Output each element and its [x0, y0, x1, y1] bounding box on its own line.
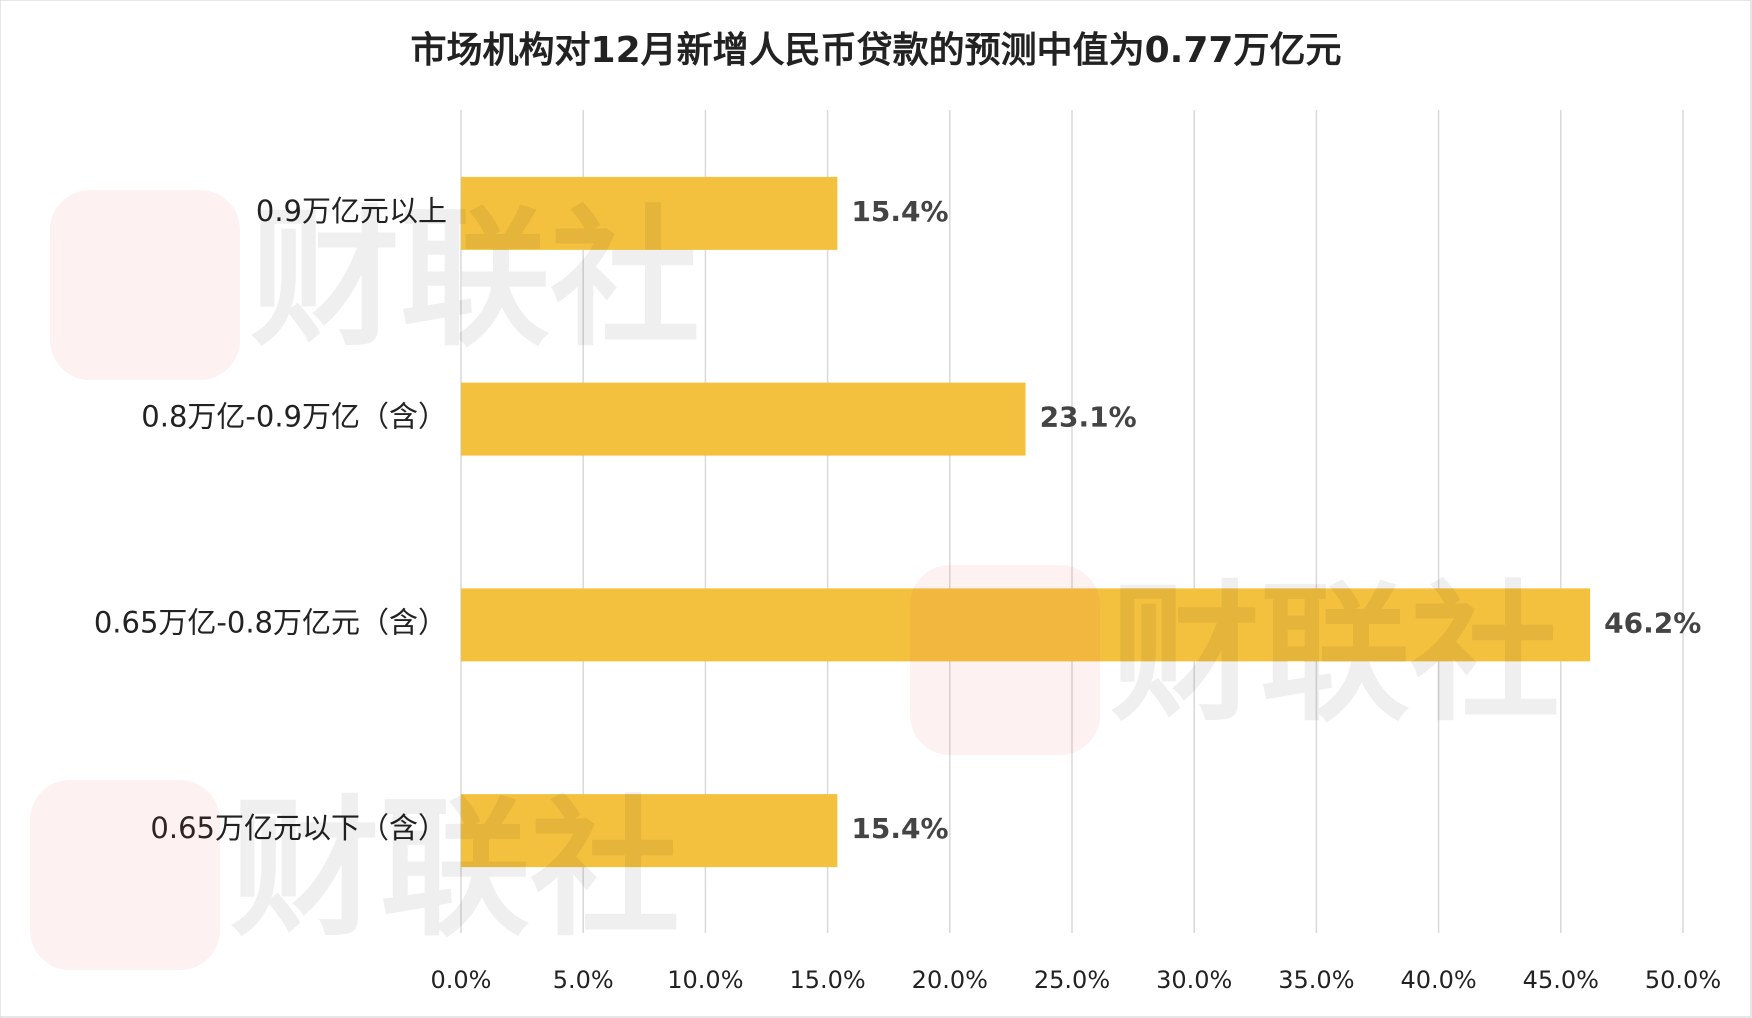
watermark: 财联社	[250, 193, 700, 367]
watermark: 财联社	[230, 783, 680, 957]
x-tick-label: 35.0%	[1278, 966, 1354, 994]
value-label: 46.2%	[1604, 606, 1701, 639]
y-tick-label: 0.8万亿-0.9万亿（含）	[141, 400, 447, 434]
x-tick-label: 5.0%	[553, 966, 614, 994]
value-label: 15.4%	[851, 812, 948, 845]
x-tick-label: 45.0%	[1523, 966, 1599, 994]
x-tick-label: 25.0%	[1034, 966, 1110, 994]
watermark: 财联社	[1110, 568, 1560, 742]
bar	[461, 382, 1026, 456]
value-label: 15.4%	[851, 195, 948, 228]
y-tick-label: 0.65万亿-0.8万亿元（含）	[94, 605, 447, 639]
x-tick-label: 10.0%	[667, 966, 743, 994]
y-tick-label: 0.65万亿元以下（含）	[150, 811, 447, 845]
chart-title: 市场机构对12月新增人民币贷款的预测中值为0.77万亿元	[411, 30, 1342, 71]
bar	[461, 588, 1591, 662]
x-tick-label: 15.0%	[789, 966, 865, 994]
x-tick-label: 20.0%	[912, 966, 988, 994]
value-label: 23.1%	[1040, 401, 1137, 434]
y-tick-label: 0.9万亿元以上	[256, 194, 447, 228]
bar	[461, 794, 838, 868]
watermark-logo	[910, 565, 1100, 755]
x-tick-label: 30.0%	[1156, 966, 1232, 994]
watermark-logo	[50, 190, 240, 380]
bar	[461, 176, 838, 250]
x-tick-label: 50.0%	[1645, 966, 1721, 994]
x-tick-label: 40.0%	[1400, 966, 1476, 994]
x-tick-label: 0.0%	[431, 966, 492, 994]
watermark-logo	[30, 780, 220, 970]
